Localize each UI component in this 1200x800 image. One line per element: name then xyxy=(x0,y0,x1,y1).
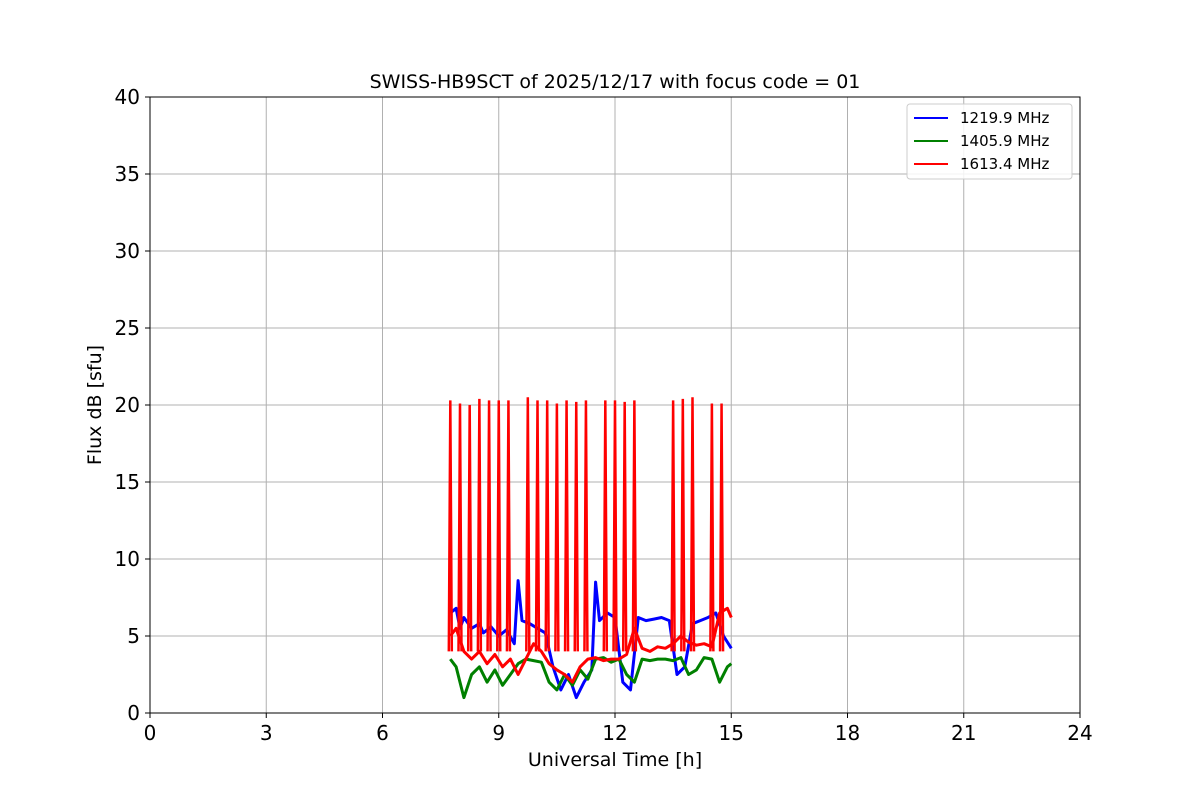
spike-mark xyxy=(602,400,609,652)
series-line-1 xyxy=(449,656,733,700)
spike-mark xyxy=(544,400,550,652)
spike-mark xyxy=(621,401,628,652)
x-tick-label: 6 xyxy=(376,721,389,745)
spike-mark xyxy=(583,400,589,652)
spike-mark xyxy=(457,403,463,652)
spike-mark xyxy=(525,397,531,652)
x-axis-label: Universal Time [h] xyxy=(528,749,702,771)
spike-mark xyxy=(496,400,502,652)
y-tick-label: 0 xyxy=(127,701,140,725)
spike-mark xyxy=(505,400,512,652)
spike-mark xyxy=(612,400,618,652)
y-tick-label: 10 xyxy=(115,547,140,571)
y-tick-label: 15 xyxy=(115,470,140,494)
legend-box xyxy=(906,103,1073,180)
y-tick-label: 30 xyxy=(115,239,140,263)
legend: 1219.9 MHz 1405.9 MHz 1613.4 MHz xyxy=(906,103,1073,180)
plot-area xyxy=(447,397,733,700)
x-tick-label: 3 xyxy=(260,721,273,745)
y-axis-label: Flux dB [sfu] xyxy=(84,345,106,465)
spike-mark xyxy=(709,403,715,652)
spike-mark xyxy=(689,397,696,652)
y-tick-label: 40 xyxy=(115,85,140,109)
y-tick-label: 35 xyxy=(115,162,140,186)
x-tick-label: 21 xyxy=(951,721,976,745)
spike-mark xyxy=(573,401,579,652)
series-line-2 xyxy=(449,606,733,684)
x-tick-label: 24 xyxy=(1067,721,1092,745)
spike-mark xyxy=(486,400,492,652)
spike-mark xyxy=(563,400,570,652)
spike-mark xyxy=(631,400,638,652)
spike-mark xyxy=(670,400,676,652)
spike-mark xyxy=(554,403,560,652)
y-tick-label: 25 xyxy=(115,316,140,340)
y-tick-label: 5 xyxy=(127,624,140,648)
chart-title: SWISS-HB9SCT of 2025/12/17 with focus co… xyxy=(370,71,861,93)
spike-mark xyxy=(447,400,454,652)
legend-label: 1613.4 MHz xyxy=(960,155,1049,173)
y-tick-label: 20 xyxy=(115,393,140,417)
x-tick-label: 0 xyxy=(144,721,157,745)
x-tick-label: 9 xyxy=(492,721,505,745)
spike-mark xyxy=(534,400,541,652)
spike-mark xyxy=(680,398,686,652)
legend-label: 1405.9 MHz xyxy=(960,132,1049,150)
legend-label: 1219.9 MHz xyxy=(960,109,1049,127)
spike-mark xyxy=(476,398,483,652)
x-tick-label: 18 xyxy=(835,721,860,745)
y-axis-ticks: 0 5 10 15 20 25 30 35 40 xyxy=(115,85,150,725)
spike-mark xyxy=(466,404,473,652)
spike-mark xyxy=(718,403,725,652)
x-axis-ticks: 0 3 6 9 12 15 18 21 24 xyxy=(144,713,1093,745)
x-tick-label: 12 xyxy=(602,721,627,745)
x-tick-label: 15 xyxy=(719,721,744,745)
